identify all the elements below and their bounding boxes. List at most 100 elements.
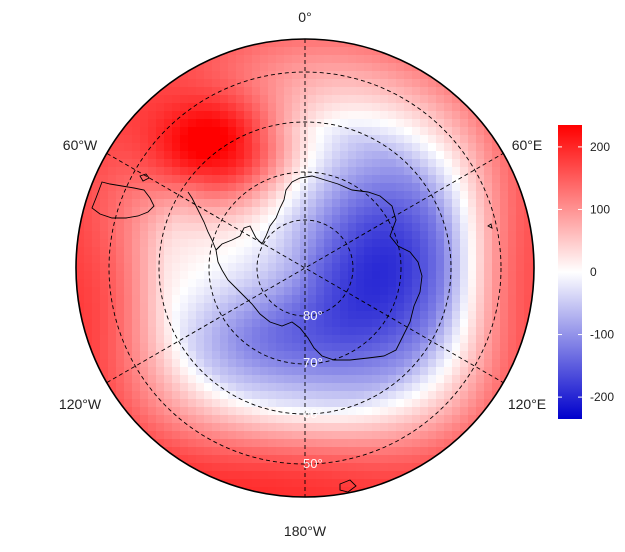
field-cell xyxy=(460,279,469,288)
field-cell xyxy=(284,63,293,72)
field-cell xyxy=(396,215,405,224)
field-cell xyxy=(436,431,445,440)
field-cell xyxy=(316,79,325,88)
field-cell xyxy=(308,431,317,440)
field-cell xyxy=(420,487,429,496)
field-cell xyxy=(412,239,421,248)
field-cell xyxy=(388,63,397,72)
field-cell xyxy=(420,95,429,104)
field-cell xyxy=(116,263,125,272)
field-cell xyxy=(236,375,245,384)
field-cell xyxy=(268,255,277,264)
field-cell xyxy=(300,127,309,136)
field-cell xyxy=(148,39,157,48)
field-cell xyxy=(260,87,269,96)
field-cell xyxy=(332,375,341,384)
field-cell xyxy=(156,47,165,56)
field-cell xyxy=(428,295,437,304)
field-cell xyxy=(172,447,181,456)
field-cell xyxy=(484,383,493,392)
field-cell xyxy=(260,255,269,264)
field-cell xyxy=(476,263,485,272)
field-cell xyxy=(468,343,477,352)
field-cell xyxy=(348,479,357,488)
field-cell xyxy=(420,127,429,136)
field-cell xyxy=(316,71,325,80)
field-cell xyxy=(172,159,181,168)
field-cell xyxy=(412,295,421,304)
field-cell xyxy=(460,375,469,384)
field-cell xyxy=(292,391,301,400)
field-cell xyxy=(428,335,437,344)
field-cell xyxy=(500,87,509,96)
field-cell xyxy=(108,439,117,448)
field-cell xyxy=(180,63,189,72)
field-cell xyxy=(236,71,245,80)
field-cell xyxy=(180,431,189,440)
field-cell xyxy=(436,351,445,360)
field-cell xyxy=(468,127,477,136)
field-cell xyxy=(364,183,373,192)
field-cell xyxy=(236,423,245,432)
field-cell xyxy=(476,311,485,320)
field-cell xyxy=(84,239,93,248)
field-cell xyxy=(284,351,293,360)
field-cell xyxy=(420,295,429,304)
field-cell xyxy=(108,327,117,336)
field-cell xyxy=(356,343,365,352)
field-cell xyxy=(524,175,533,184)
field-cell xyxy=(388,335,397,344)
field-cell xyxy=(180,407,189,416)
field-cell xyxy=(252,463,261,472)
field-cell xyxy=(420,223,429,232)
field-cell xyxy=(308,223,317,232)
field-cell xyxy=(204,383,213,392)
field-cell xyxy=(260,271,269,280)
field-cell xyxy=(348,47,357,56)
field-cell xyxy=(364,447,373,456)
field-cell xyxy=(244,119,253,128)
field-cell xyxy=(500,191,509,200)
field-cell xyxy=(300,71,309,80)
field-cell xyxy=(500,119,509,128)
field-cell xyxy=(396,191,405,200)
field-cell xyxy=(332,367,341,376)
field-cell xyxy=(380,455,389,464)
field-cell xyxy=(124,239,133,248)
field-cell xyxy=(180,191,189,200)
field-cell xyxy=(212,175,221,184)
field-cell xyxy=(116,167,125,176)
field-cell xyxy=(444,495,453,497)
field-cell xyxy=(500,431,509,440)
field-cell xyxy=(76,303,85,312)
field-cell xyxy=(452,63,461,72)
field-cell xyxy=(164,455,173,464)
field-cell xyxy=(468,463,477,472)
field-cell xyxy=(500,271,509,280)
field-cell xyxy=(84,383,93,392)
field-cell xyxy=(340,223,349,232)
field-cell xyxy=(260,79,269,88)
field-cell xyxy=(452,271,461,280)
field-cell xyxy=(348,335,357,344)
field-cell xyxy=(348,159,357,168)
field-cell xyxy=(84,119,93,128)
field-cell xyxy=(348,247,357,256)
field-cell xyxy=(84,199,93,208)
field-cell xyxy=(84,487,93,496)
field-cell xyxy=(500,287,509,296)
field-cell xyxy=(92,255,101,264)
field-cell xyxy=(284,455,293,464)
field-cell xyxy=(484,215,493,224)
field-cell xyxy=(364,167,373,176)
field-cell xyxy=(508,71,517,80)
field-cell xyxy=(268,287,277,296)
field-cell xyxy=(308,423,317,432)
field-cell xyxy=(300,431,309,440)
field-cell xyxy=(364,263,373,272)
field-cell xyxy=(452,151,461,160)
field-cell xyxy=(204,111,213,120)
field-cell xyxy=(404,255,413,264)
field-cell xyxy=(388,103,397,112)
field-cell xyxy=(252,71,261,80)
